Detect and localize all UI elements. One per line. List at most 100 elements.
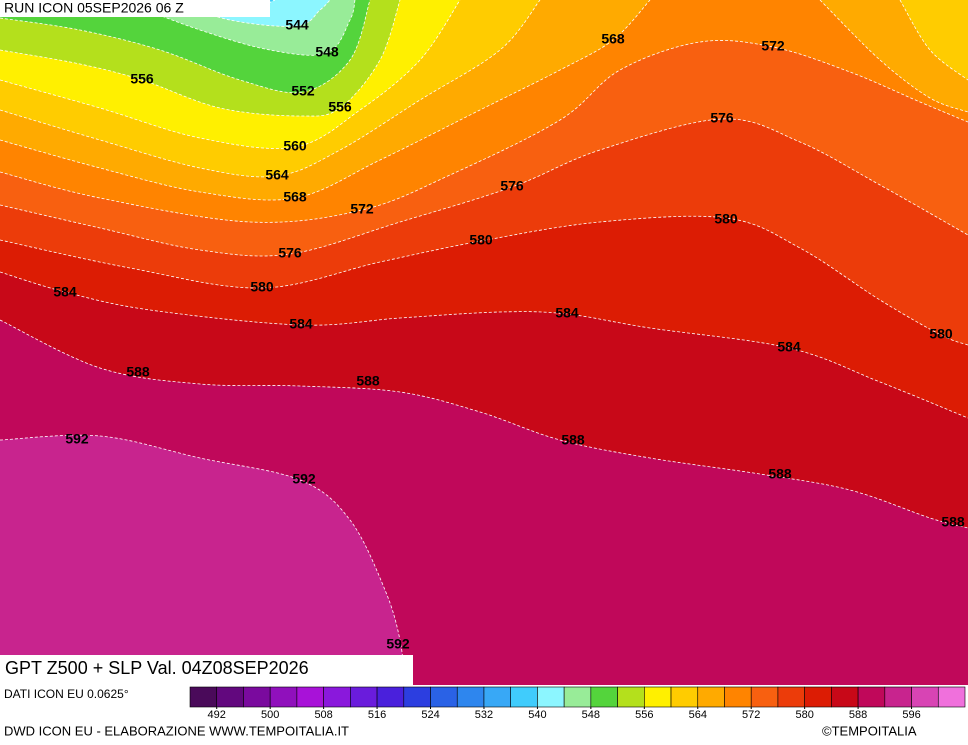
colorbar-swatch: [189, 686, 218, 708]
copyright: ©TEMPOITALIA: [822, 723, 917, 738]
source-label: DATI ICON EU 0.0625°: [4, 687, 129, 701]
contour-label: 584: [777, 339, 801, 355]
colorbar-swatch: [911, 686, 939, 708]
colorbar-swatch: [296, 686, 324, 708]
colorbar-tick-label: 596: [902, 709, 920, 721]
colorbar-swatch: [670, 686, 699, 708]
contour-line: [0, 0, 371, 94]
colorbar-swatch: [216, 686, 244, 708]
contour-line: [899, 0, 968, 81]
colorbar-swatch: [590, 686, 618, 708]
colorbar-tick-label: 564: [689, 709, 707, 721]
colorbar-swatch: [804, 686, 832, 708]
colorbar-swatch: [563, 686, 592, 708]
colorbar-tick-label: 580: [795, 709, 813, 721]
contour-label: 568: [283, 189, 307, 205]
colorbar-swatch: [403, 686, 431, 708]
colorbar-swatch: [243, 686, 271, 708]
contour-label: 592: [292, 471, 316, 487]
contour-line: [0, 40, 968, 223]
colorbar-swatch: [269, 686, 298, 708]
contour-label: 588: [356, 373, 380, 389]
contour-line: [0, 0, 651, 201]
contour-label: 584: [555, 305, 579, 321]
run-label: RUN ICON 05SEP2026 06 Z: [4, 0, 184, 16]
contour-line: [119, 0, 356, 56]
contour-label: 584: [289, 316, 313, 332]
credit: DWD ICON EU - ELABORAZIONE WWW.TEMPOITAL…: [4, 723, 349, 738]
contour-label: 580: [469, 232, 493, 248]
run-box: [0, 0, 270, 17]
contour-label: 572: [350, 201, 374, 217]
contour-line: [0, 0, 401, 117]
contour-line: [0, 0, 461, 149]
colorbar-swatch: [697, 686, 725, 708]
contour-label: 580: [929, 326, 953, 342]
contour-line: [819, 0, 968, 113]
colorbar-swatch: [777, 686, 805, 708]
colorbar: 492 500 508 516 524 532 540 548 556 564 572 580 588 5…: [189, 686, 966, 721]
band: [0, 435, 405, 685]
colorbar-tick-label: 556: [635, 709, 653, 721]
colorbar-swatch: [884, 686, 912, 708]
colorbar-tick-label: 500: [261, 709, 279, 721]
colorbar-tick-label: 516: [368, 709, 386, 721]
colorbar-tick-label: 572: [742, 709, 760, 721]
contour-label: 580: [714, 211, 738, 227]
contour-label: 580: [250, 279, 274, 295]
colorbar-tick-label: 588: [849, 709, 867, 721]
contour-label: 564: [265, 167, 289, 183]
map-title: GPT Z500 + SLP Val. 04Z08SEP2026: [5, 658, 309, 678]
contour-label: 592: [386, 636, 410, 652]
contour-label: 568: [601, 31, 625, 47]
colorbar-swatch: [510, 686, 538, 708]
colorbar-swatch: [350, 686, 378, 708]
colorbar-swatch: [376, 686, 405, 708]
colorbar-tick-label: 492: [208, 709, 226, 721]
contour-bands: [0, 0, 968, 685]
contour-line: [169, 0, 331, 27]
colorbar-swatch: [937, 686, 966, 708]
colorbar-tick-label: 532: [475, 709, 493, 721]
contour-label: 592: [65, 431, 89, 447]
colorbar-tick-label: 508: [314, 709, 332, 721]
contour-label: 548: [315, 44, 339, 60]
colorbar-tick-label: 548: [582, 709, 600, 721]
colorbar-swatch: [724, 686, 752, 708]
contour-label: 588: [941, 514, 965, 530]
colorbar-swatch: [456, 686, 485, 708]
band: [900, 0, 968, 80]
colorbar-swatch: [323, 686, 351, 708]
contour-lines: [0, 0, 968, 686]
title-box: [0, 655, 413, 685]
contour-label: 572: [761, 38, 785, 54]
contour-labels: 544 548 552 556 556 560 564 568 568 572 572 576 576 5…: [53, 17, 965, 652]
colorbar-swatch: [831, 686, 859, 708]
colorbar-swatch: [644, 686, 672, 708]
colorbar-swatch: [430, 686, 458, 708]
contour-label: 588: [768, 466, 792, 482]
contour-label: 576: [278, 245, 302, 261]
colorbar-swatch: [537, 686, 565, 708]
contour-line: [0, 271, 968, 419]
contour-label: 576: [500, 178, 524, 194]
contour-line: [0, 434, 406, 686]
contour-line: [0, 215, 968, 346]
colorbar-tick-label: 540: [528, 709, 546, 721]
contour-label: 588: [561, 432, 585, 448]
colorbar-tick-label: 524: [421, 709, 439, 721]
contour-label: 584: [53, 284, 77, 300]
colorbar-swatch: [750, 686, 779, 708]
contour-line: [0, 0, 541, 178]
contour-label: 576: [710, 110, 734, 126]
contour-label: 560: [283, 138, 307, 154]
contour-label: 552: [291, 83, 315, 99]
contour-line: [0, 319, 968, 529]
contour-label: 544: [285, 17, 309, 33]
contour-label: 588: [126, 364, 150, 380]
contour-line: [0, 118, 968, 257]
contour-label: 556: [328, 99, 352, 115]
contour-label: 556: [130, 71, 154, 87]
colorbar-swatch: [617, 686, 645, 708]
